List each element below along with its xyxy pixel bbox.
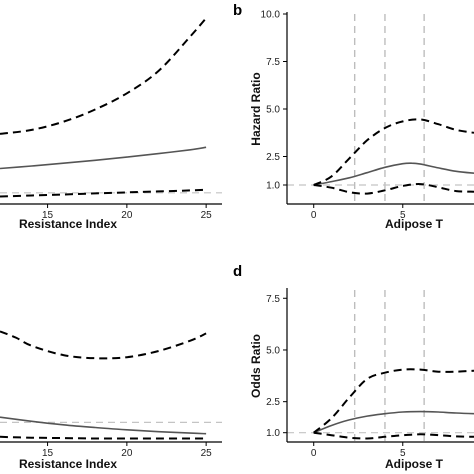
estimate-line bbox=[0, 416, 207, 435]
estimate-line bbox=[313, 410, 474, 434]
y-tick-label: 2.5 bbox=[266, 397, 280, 408]
ci-line bbox=[0, 330, 207, 360]
x-axis-title: Adipose T bbox=[385, 217, 444, 231]
y-axis-title: Odds Ratio bbox=[249, 334, 263, 398]
x-axis-title: Adipose T bbox=[385, 457, 444, 471]
y-tick-label: 5.0 bbox=[266, 345, 280, 356]
y-tick-label: 2.5 bbox=[266, 152, 280, 163]
ci-line bbox=[313, 183, 474, 195]
ci-line bbox=[0, 435, 207, 440]
y-axis-title: Hazard Ratio bbox=[249, 72, 263, 145]
y-tick-label: 10.0 bbox=[261, 10, 281, 21]
x-tick-label: 5 bbox=[400, 210, 406, 221]
x-tick-label: 15 bbox=[42, 448, 54, 459]
ci-line bbox=[0, 17, 207, 135]
panel-label: b bbox=[233, 2, 242, 19]
ci-line bbox=[313, 118, 474, 186]
x-tick-label: 25 bbox=[201, 210, 213, 221]
x-axis-title: Resistance Index bbox=[19, 217, 117, 231]
y-tick-label: 7.5 bbox=[266, 57, 280, 68]
panel-c: 15 20 25 Resistance Index bbox=[0, 330, 222, 471]
panel-d: 0 5 1.0 2.5 5.0 7.5 Adipose T Odds Ratio d bbox=[233, 263, 474, 471]
x-tick-label: 0 bbox=[311, 210, 317, 221]
x-tick-label: 5 bbox=[400, 448, 406, 459]
x-axis-title: Resistance Index bbox=[19, 457, 117, 471]
ci-line bbox=[313, 431, 474, 440]
x-tick-label: 0 bbox=[311, 448, 317, 459]
x-tick-label: 15 bbox=[42, 210, 54, 221]
y-tick-label: 1.0 bbox=[266, 181, 280, 192]
ci-line bbox=[313, 368, 474, 434]
y-tick-label: 1.0 bbox=[266, 428, 280, 439]
y-tick-label: 5.0 bbox=[266, 105, 280, 116]
ci-line bbox=[0, 188, 207, 198]
panel-label: d bbox=[233, 263, 242, 280]
panel-b: 0 5 1.0 2.5 5.0 7.5 10.0 Adipose T Hazard Ratio b bbox=[233, 2, 474, 231]
y-tick-label: 7.5 bbox=[266, 294, 280, 305]
estimate-line bbox=[0, 146, 207, 170]
x-tick-label: 20 bbox=[121, 448, 133, 459]
estimate-line bbox=[313, 162, 474, 186]
x-tick-label: 20 bbox=[121, 210, 133, 221]
panel-a: 15 20 25 Resistance Index bbox=[0, 17, 222, 231]
x-tick-label: 25 bbox=[201, 448, 213, 459]
